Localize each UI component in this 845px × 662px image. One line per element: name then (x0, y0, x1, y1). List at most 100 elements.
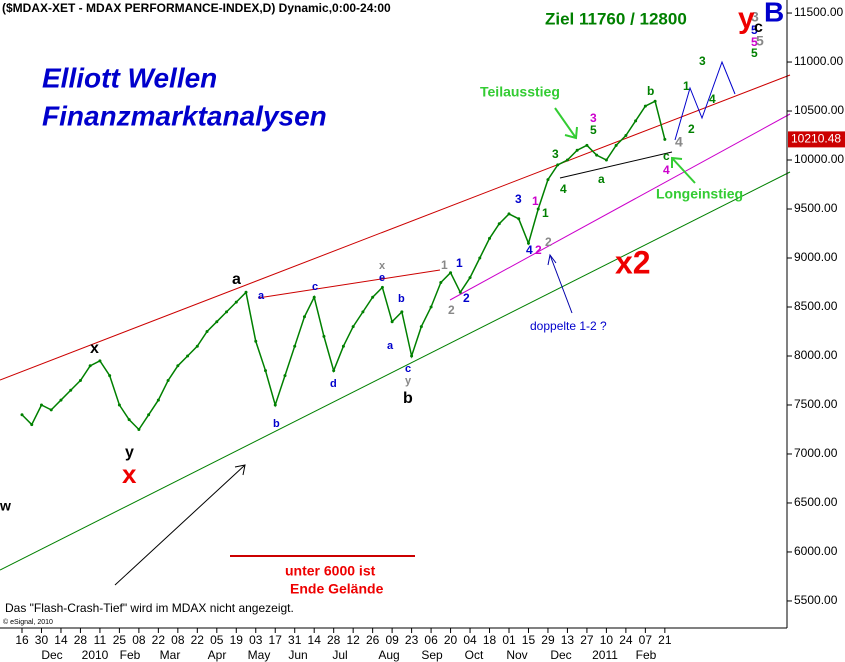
month-label: Sep (421, 648, 443, 662)
price-point (390, 320, 394, 324)
price-point (604, 158, 608, 162)
x-tick-label: 21 (658, 633, 672, 647)
annotation: 5 (751, 46, 758, 60)
x-tick-label: 18 (483, 633, 497, 647)
x-tick-label: 17 (269, 633, 283, 647)
annotation: x (90, 340, 99, 357)
month-label: Aug (378, 648, 399, 662)
price-point (176, 364, 180, 368)
y-tick-label: 10000.00 (794, 152, 844, 166)
x-tick-label: 27 (580, 633, 594, 647)
annotation: Teilausstieg (480, 84, 560, 100)
price-point (595, 153, 599, 157)
arrows (547, 253, 573, 314)
annotation: 5 (756, 33, 764, 49)
price-point (575, 148, 579, 152)
annotation: x (379, 260, 386, 272)
trend-line (257, 269, 441, 299)
annotation: 1 (532, 194, 539, 208)
x-tick-label: 03 (249, 633, 263, 647)
price-point (20, 413, 24, 417)
price-point (517, 217, 521, 221)
annotation: x (122, 459, 137, 489)
x-tick-label: 22 (191, 633, 205, 647)
month-label: Oct (465, 648, 484, 662)
price-point (195, 344, 199, 348)
x-tick-label: 23 (405, 633, 419, 647)
annotation: d (330, 378, 337, 390)
annotation: 1 (542, 206, 549, 220)
price-point (585, 143, 589, 147)
price-point (614, 143, 618, 147)
price-point (653, 99, 657, 103)
x-tick-label: 09 (385, 633, 399, 647)
annotation: c (405, 363, 411, 375)
x-tick-label: 14 (308, 633, 322, 647)
price-point (497, 222, 501, 226)
trend-line (449, 113, 791, 301)
price-point (643, 104, 647, 108)
price-point (117, 403, 121, 407)
arrows (554, 107, 696, 184)
price-label: 10210.48 (791, 132, 841, 146)
price-box (788, 131, 845, 148)
y-tick-label: 6500.00 (794, 495, 838, 509)
x-tick-label: 01 (502, 633, 516, 647)
annotation: c (663, 149, 670, 163)
price-point (322, 334, 326, 338)
annotation: 4 (675, 134, 683, 150)
price-point (98, 359, 102, 363)
annotation: b (403, 390, 413, 407)
annotation: y (125, 444, 134, 461)
annotation: x2 (615, 244, 651, 280)
annotation: a (598, 172, 605, 186)
x-tick-label: 22 (152, 633, 166, 647)
x-tick-label: 05 (210, 633, 224, 647)
annotation: 4 (526, 243, 533, 257)
x-tick-label: 29 (541, 633, 555, 647)
annotation: Ziel 11760 / 12800 (545, 9, 687, 28)
annotation: unter 6000 ist (285, 563, 376, 579)
annotation: a (258, 290, 265, 302)
price-point (449, 271, 453, 275)
price-point (546, 178, 550, 182)
price-point (429, 305, 433, 309)
trend-line (559, 151, 673, 179)
price-point (341, 344, 345, 348)
price-point (380, 285, 384, 289)
trend-line (0, 171, 791, 571)
x-tick-label: 25 (113, 633, 127, 647)
price-point (59, 398, 63, 402)
x-tick-label: 13 (561, 633, 575, 647)
annotation: 3 (751, 9, 759, 25)
y-tick-label: 7500.00 (794, 397, 838, 411)
annotation: w (0, 498, 11, 514)
price-point (108, 374, 112, 378)
annotation: b (647, 84, 654, 98)
price-point (478, 256, 482, 260)
price-point (127, 418, 131, 422)
x-tick-label: 15 (522, 633, 536, 647)
annotation: Ende Gelände (290, 581, 384, 597)
price-point (293, 344, 297, 348)
price-point (488, 236, 492, 240)
annotation: a (232, 271, 241, 288)
month-label: Feb (636, 648, 657, 662)
month-label: Jun (288, 648, 307, 662)
price-point (215, 320, 219, 324)
price-point (565, 158, 569, 162)
month-label: 2011 (592, 648, 618, 662)
price-point (283, 374, 287, 378)
y-tick-label: 11000.00 (794, 54, 843, 68)
annotation: y (738, 2, 755, 35)
trend-line (0, 74, 791, 381)
x-tick-label: 30 (35, 633, 49, 647)
price-point (536, 207, 540, 211)
annotation: Longeinstieg (656, 186, 743, 202)
price-point (39, 403, 43, 407)
annotation: Elliott Wellen (42, 62, 217, 93)
annotation: c (754, 19, 763, 36)
x-tick-label: 08 (171, 633, 185, 647)
x-tick-label: 28 (74, 633, 88, 647)
